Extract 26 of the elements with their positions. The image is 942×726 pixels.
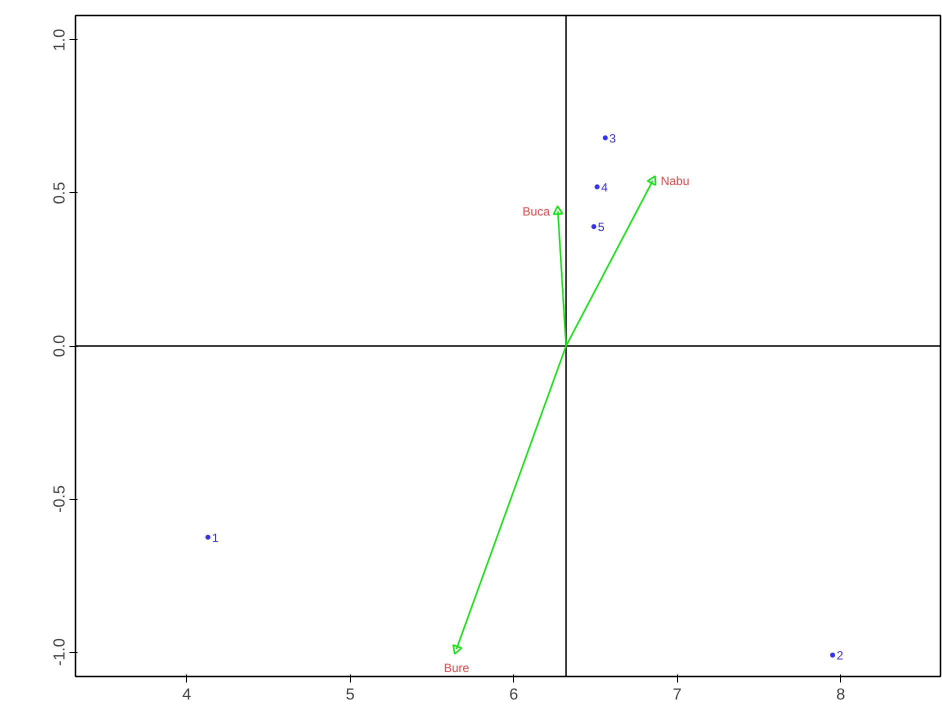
point	[646, 175, 656, 186]
series-label: 4	[601, 180, 608, 194]
y-tick-label: -1.0	[52, 638, 68, 666]
series-label: Buca	[522, 204, 550, 218]
point	[452, 644, 462, 655]
point	[830, 652, 836, 658]
x-tick-label: 7	[672, 686, 682, 704]
y-tick-label: -0.5	[52, 485, 68, 513]
series-label: 3	[609, 131, 616, 146]
series-label: 1	[212, 530, 219, 545]
point	[205, 534, 210, 540]
series-label: 5	[598, 220, 605, 234]
series-label: Bure	[444, 660, 470, 675]
y-tick-label: 0.0	[52, 334, 68, 358]
point	[594, 184, 600, 190]
x-tick-label: 8	[836, 686, 846, 704]
point	[602, 135, 608, 140]
series-label: 2	[836, 648, 844, 663]
y-tick-label: 0.5	[52, 182, 68, 204]
x-tick-label: 4	[182, 686, 192, 704]
x-tick-label: 6	[509, 686, 518, 704]
series-label: Nabu	[660, 174, 690, 188]
x-tick-label: 5	[346, 686, 355, 704]
point	[552, 205, 564, 215]
point	[591, 224, 596, 230]
y-tick-label: 1.0	[52, 28, 68, 52]
